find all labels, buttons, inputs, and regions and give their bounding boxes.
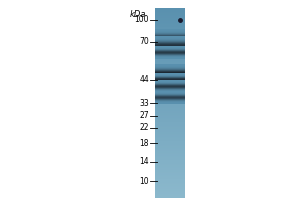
Text: 18: 18 <box>140 138 149 148</box>
Text: 14: 14 <box>140 158 149 166</box>
Text: 10: 10 <box>140 176 149 186</box>
Text: 22: 22 <box>140 123 149 132</box>
Text: 44: 44 <box>139 75 149 84</box>
Text: 100: 100 <box>134 16 149 24</box>
Text: 33: 33 <box>139 98 149 108</box>
Text: 27: 27 <box>140 112 149 120</box>
Text: 70: 70 <box>139 38 149 46</box>
Text: kDa: kDa <box>130 10 146 19</box>
